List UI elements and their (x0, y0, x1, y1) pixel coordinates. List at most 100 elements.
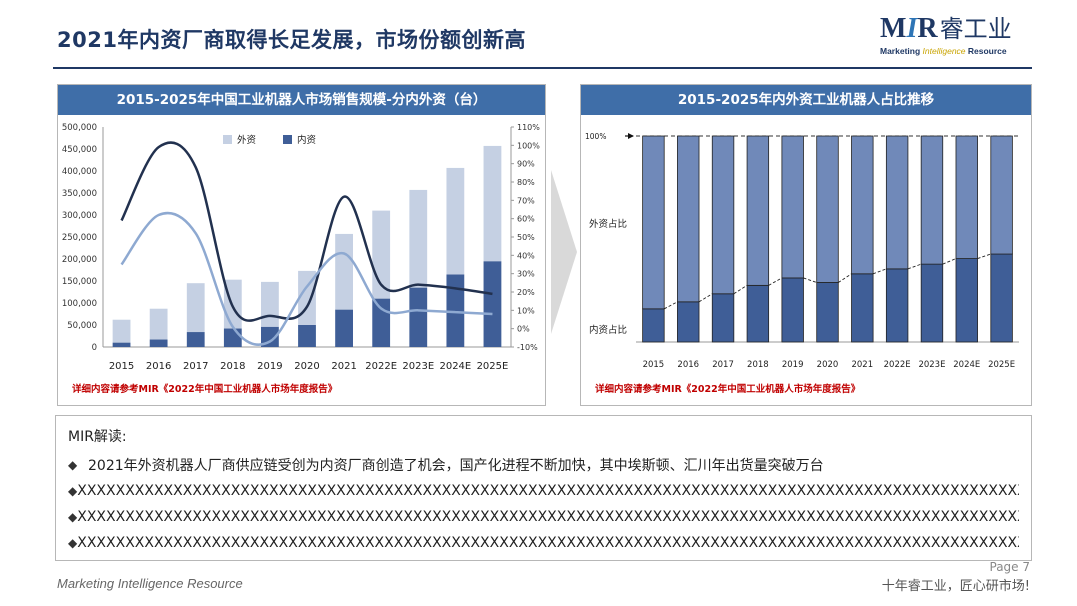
y2-tick-label: 30% (517, 270, 535, 279)
legend-label: 内资 (297, 134, 317, 146)
y-tick-label: 250,000 (62, 233, 97, 243)
left-chart-note: 详细内容请参考MIR《2022年中国工业机器人市场年度报告》 (72, 384, 338, 395)
legend-swatch (223, 135, 232, 144)
logo-sub-a: Marketing (880, 46, 923, 56)
x-tick-label: 2019 (782, 360, 804, 370)
bar-segment (149, 308, 168, 340)
x-tick-label: 2025E (477, 361, 509, 372)
bar-segment (781, 135, 804, 279)
footer-slogan: 十年睿工业，匠心研市场! (881, 579, 1030, 594)
share-connector-line (838, 273, 852, 283)
legend-label: 外资 (237, 134, 257, 146)
y-tick-label: 300,000 (62, 211, 97, 221)
share-connector-line (907, 263, 922, 270)
share-connector-line (942, 258, 957, 265)
y2-tick-label: -10% (517, 343, 538, 352)
bar-segment (642, 135, 665, 310)
bar-segment (149, 339, 168, 347)
diamond-bullet-icon: ◆ (68, 484, 78, 498)
x-tick-label: 2023E (402, 361, 434, 372)
y-tick-label: 500,000 (62, 123, 97, 133)
bullet-text: 2021年外资机器人厂商供应链受创为内资厂商创造了机会，国产化进程不断加快，其中… (88, 458, 824, 474)
bar-segment (990, 253, 1013, 343)
left-chart-title: 2015-2025年中国工业机器人市场销售规模-分内外资（台） (58, 85, 545, 115)
share-connector-line (698, 293, 713, 303)
y-tick-label: 150,000 (62, 277, 97, 287)
logo-sub-b: Intelligence (922, 46, 966, 56)
y2-tick-label: 70% (517, 196, 535, 205)
bar-segment (816, 282, 839, 343)
bar-segment (409, 189, 428, 288)
y2-tick-label: 80% (517, 178, 535, 187)
bar-segment (711, 293, 735, 343)
x-tick-label: 2016 (146, 361, 171, 372)
y2-tick-label: 0% (517, 325, 530, 334)
bullet-text: XXXXXXXXXXXXXXXXXXXXXXXXXXXXXXXXXXXXXXXX… (77, 483, 1019, 499)
x-tick-label: 2023E (918, 360, 945, 370)
logo-m: M (880, 13, 907, 44)
footer-brand: Marketing Intelligence Resource (57, 576, 243, 591)
share-connector-line (663, 301, 678, 310)
y-tick-label: 0 (92, 343, 97, 353)
bar-segment (223, 328, 242, 347)
interpretation-box: MIR解读: ◆ 2021年外资机器人厂商供应链受创为内资厂商创造了机会，国产化进… (55, 415, 1032, 561)
bar-segment (851, 135, 874, 275)
logo-i: I (906, 13, 918, 44)
share-connector-line (977, 253, 991, 259)
x-tick-label: 2024E (439, 361, 471, 372)
bullet-text: XXXXXXXXXXXXXXXXXXXXXXXXXXXXXXXXXXXXXXXX… (77, 509, 1019, 525)
bar-segment (409, 287, 428, 347)
share-connector-line (733, 284, 748, 295)
interpretation-bullet: ◆ XXXXXXXXXXXXXXXXXXXXXXXXXXXXXXXXXXXXXXX… (68, 478, 1019, 504)
legend-swatch (283, 135, 292, 144)
bar-segment (483, 145, 502, 262)
y-tick-label: 50,000 (67, 321, 97, 331)
bar-segment (851, 273, 874, 343)
bar-segment (642, 308, 665, 343)
diamond-bullet-icon: ◆ (68, 458, 78, 472)
y-tick-label: 100,000 (62, 299, 97, 309)
bar-segment (261, 326, 279, 347)
y-tick-label: 350,000 (62, 189, 97, 199)
y-tick-label: 400,000 (62, 167, 97, 177)
bar-segment (677, 135, 700, 303)
title-divider (53, 67, 1032, 69)
bar-segment (677, 301, 700, 343)
bar-segment (746, 284, 770, 343)
pointer-arrow-head (628, 133, 634, 139)
y2-tick-label: 110% (517, 123, 540, 132)
x-tick-label: 2017 (712, 360, 734, 370)
trend-line (120, 141, 493, 322)
bar-segment (955, 258, 978, 343)
bar-segment (483, 261, 502, 347)
bar-segment (112, 342, 131, 347)
y-tick-label: 200,000 (62, 255, 97, 265)
y2-tick-label: 10% (517, 306, 535, 315)
x-tick-label: 2021 (851, 360, 873, 370)
y-tick-label: 450,000 (62, 145, 97, 155)
bar-segment (920, 263, 944, 343)
x-tick-label: 2015 (109, 361, 134, 372)
left-chart-svg: 0 50,000 100,000 150,000 200,000 250,000 300,0… (62, 123, 540, 372)
bar-segment (298, 325, 316, 347)
bar-segment (816, 135, 839, 283)
right-chart-panel: 2015-2025年内外资工业机器人占比推移 100% 外资占比 内资占比 2015 2… (580, 84, 1032, 406)
left-chart-panel: 2015-2025年中国工业机器人市场销售规模-分内外资（台） 0 50,000 1… (57, 84, 546, 406)
interpretation-bullet: ◆ XXXXXXXXXXXXXXXXXXXXXXXXXXXXXXXXXXXXXXX… (68, 504, 1019, 530)
bar-segment (990, 135, 1013, 255)
diamond-bullet-icon: ◆ (68, 536, 78, 550)
page-number: Page 7 (989, 560, 1031, 574)
share-connector-line (803, 277, 817, 283)
bar-segment (446, 274, 465, 347)
bar-segment (746, 135, 770, 286)
page-title: 2021年内资厂商取得长足发展，市场份额创新高 (57, 28, 526, 52)
x-tick-label: 2016 (677, 360, 699, 370)
x-tick-label: 2021 (331, 361, 356, 372)
right-chart-title: 2015-2025年内外资工业机器人占比推移 (581, 85, 1031, 115)
bar-segment (711, 135, 735, 295)
y2-tick-label: 100% (517, 141, 540, 150)
foreign-share-label: 外资占比 (589, 218, 627, 230)
bar-segment (261, 281, 279, 327)
bar-segment (885, 268, 909, 343)
